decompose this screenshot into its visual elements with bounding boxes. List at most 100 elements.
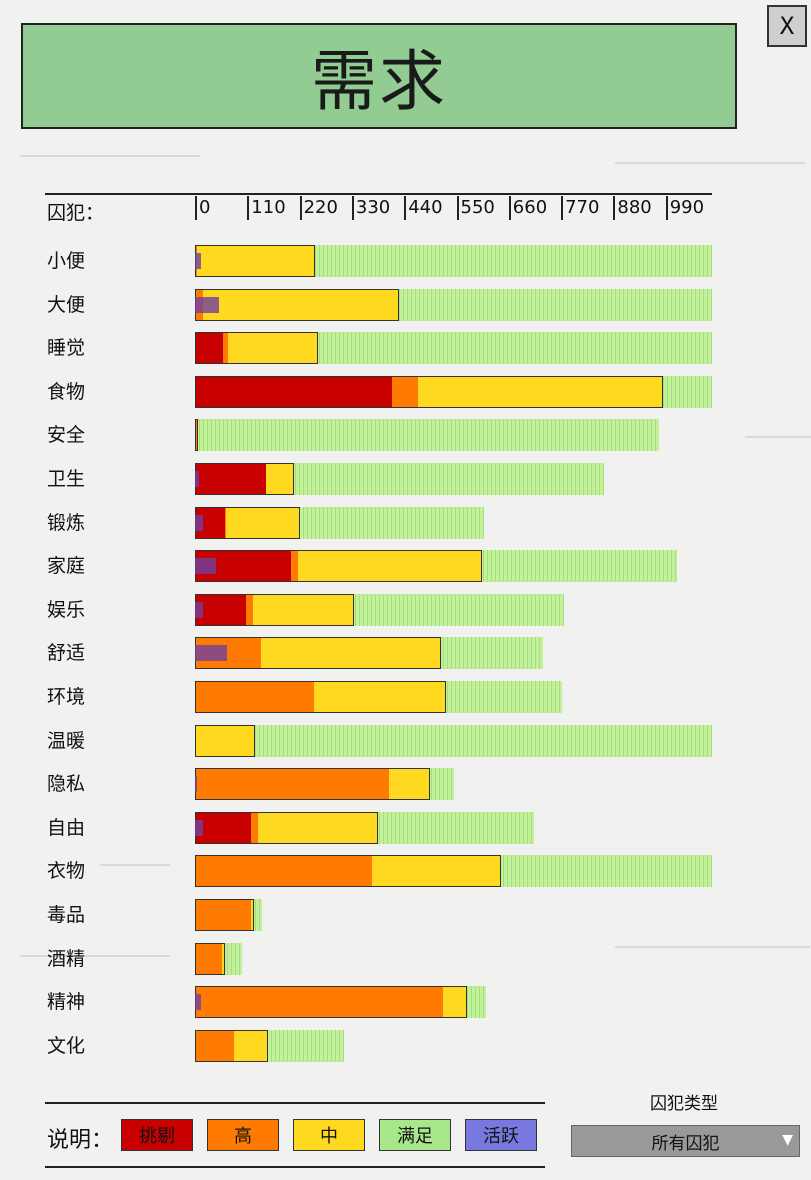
active-segment xyxy=(195,776,197,793)
prisoner-type-label: 囚犯类型 xyxy=(650,1094,718,1114)
need-level-outline xyxy=(195,855,502,888)
need-bar[interactable] xyxy=(195,942,243,975)
need-label: 食物 xyxy=(47,380,86,403)
high-segment xyxy=(195,1029,234,1062)
need-bar[interactable] xyxy=(195,637,544,670)
need-bar[interactable] xyxy=(195,332,712,365)
axis-tick: 770 xyxy=(561,196,599,220)
axis-tick: 660 xyxy=(508,196,547,220)
need-level-outline xyxy=(195,550,482,583)
medium-segment xyxy=(257,811,379,844)
need-label: 衣物 xyxy=(47,860,86,883)
background-scratch xyxy=(615,162,805,164)
need-bar[interactable] xyxy=(195,811,535,844)
need-level-outline xyxy=(195,288,400,321)
satisfied-segment xyxy=(195,419,659,452)
need-label: 小便 xyxy=(47,250,86,272)
high-segment xyxy=(195,899,251,931)
need-level-outline xyxy=(195,942,226,975)
need-label: 隐私 xyxy=(47,773,86,796)
need-bar[interactable] xyxy=(195,463,604,495)
background-scratch xyxy=(20,155,200,157)
need-label: 环境 xyxy=(47,686,86,708)
need-bar[interactable] xyxy=(195,419,659,452)
need-label: 娱乐 xyxy=(47,598,86,621)
need-label: 卫生 xyxy=(47,468,86,490)
medium-segment xyxy=(203,288,400,321)
high-segment xyxy=(223,332,229,365)
need-bar[interactable] xyxy=(195,899,262,931)
need-label: 毒品 xyxy=(47,904,86,926)
picky-segment xyxy=(195,463,266,495)
axis-tick: 550 xyxy=(456,196,495,220)
header-label: 囚犯： xyxy=(47,202,105,224)
axis-tick: 440 xyxy=(404,196,443,220)
need-bar[interactable] xyxy=(195,375,712,408)
active-segment xyxy=(195,994,201,1011)
high-segment xyxy=(250,811,258,844)
medium-segment xyxy=(298,550,482,583)
picky-segment xyxy=(195,375,393,408)
active-segment xyxy=(195,253,201,269)
need-level-outline xyxy=(195,681,446,713)
need-bar[interactable] xyxy=(195,855,712,888)
need-label: 自由 xyxy=(47,816,86,839)
need-bar[interactable] xyxy=(195,1029,345,1062)
high-segment xyxy=(195,681,314,713)
medium-segment xyxy=(196,245,315,277)
active-segment xyxy=(195,819,204,836)
need-level-outline xyxy=(195,1029,268,1062)
need-label: 文化 xyxy=(47,1034,86,1057)
need-level-outline xyxy=(195,899,254,931)
need-label: 精神 xyxy=(47,991,86,1014)
prisoner-type-select[interactable]: 所有囚犯 ▼ xyxy=(571,1125,800,1157)
need-level-outline xyxy=(195,419,198,452)
need-level-outline xyxy=(195,768,430,801)
medium-segment xyxy=(260,637,442,670)
axis-tick: 110 xyxy=(247,196,286,220)
need-label: 锻炼 xyxy=(47,511,86,534)
medium-segment xyxy=(313,681,446,713)
active-segment xyxy=(195,601,204,618)
high-segment xyxy=(195,986,444,1019)
high-segment xyxy=(392,375,419,408)
axis-tick: 880 xyxy=(613,196,652,220)
need-label: 温暖 xyxy=(47,729,86,752)
medium-segment xyxy=(228,332,318,365)
need-bar[interactable] xyxy=(195,288,712,321)
need-bar[interactable] xyxy=(195,724,712,757)
close-button[interactable]: X xyxy=(767,5,807,47)
prisoner-type-value: 所有囚犯 xyxy=(651,1133,720,1154)
page-title: 需求 xyxy=(21,23,737,129)
background-scratch xyxy=(100,864,170,866)
legend-divider xyxy=(45,1102,545,1104)
need-level-outline xyxy=(195,506,300,539)
active-segment xyxy=(195,645,227,662)
axis-tick: 330 xyxy=(351,196,390,220)
medium-segment xyxy=(234,1029,268,1062)
need-label: 睡觉 xyxy=(47,337,86,360)
need-level-outline xyxy=(195,463,294,495)
medium-segment xyxy=(371,855,502,888)
medium-segment xyxy=(265,463,294,495)
active-segment xyxy=(195,471,199,487)
need-label: 安全 xyxy=(47,424,86,447)
need-bar[interactable] xyxy=(195,768,455,801)
need-bar[interactable] xyxy=(195,593,564,626)
legend-item: 活跃 xyxy=(465,1119,537,1151)
high-segment xyxy=(195,855,372,888)
high-segment xyxy=(245,593,253,626)
medium-segment xyxy=(250,899,254,931)
need-label: 酒精 xyxy=(47,947,86,970)
background-scratch xyxy=(615,946,810,948)
need-bar[interactable] xyxy=(195,506,484,539)
need-bar[interactable] xyxy=(195,986,487,1019)
need-bar[interactable] xyxy=(195,245,712,277)
chevron-down-icon: ▼ xyxy=(782,1132,793,1148)
high-segment xyxy=(225,506,227,539)
need-label: 舒适 xyxy=(47,642,86,665)
medium-segment xyxy=(443,986,468,1019)
need-bar[interactable] xyxy=(195,681,562,713)
need-bar[interactable] xyxy=(195,550,677,583)
satisfied-segment xyxy=(195,724,712,757)
